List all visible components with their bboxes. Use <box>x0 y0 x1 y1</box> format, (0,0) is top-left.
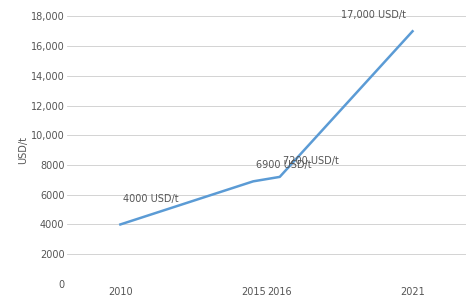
Text: 17,000 USD/t: 17,000 USD/t <box>341 10 406 20</box>
Text: 6900 USD/t: 6900 USD/t <box>256 160 311 170</box>
Y-axis label: USD/t: USD/t <box>18 136 28 164</box>
Text: 4000 USD/t: 4000 USD/t <box>123 194 179 204</box>
Text: 7200 USD/t: 7200 USD/t <box>283 156 338 166</box>
